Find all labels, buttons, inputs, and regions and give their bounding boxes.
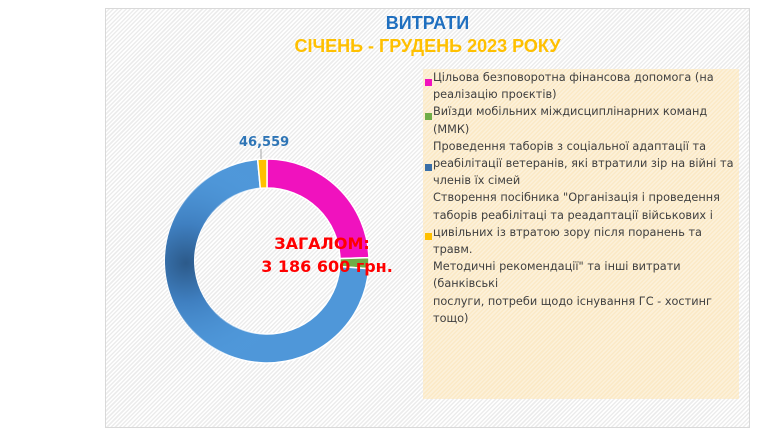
donut-slice-3: [256, 158, 268, 190]
legend-label: Виїзди мобільних міждисциплінарних коман…: [433, 105, 708, 119]
legend-item-2: Проведення таборів з соціальної адаптаці…: [423, 138, 739, 190]
legend-item-3: Створення посібника "Організація і прове…: [423, 189, 739, 327]
chart-title: ВИТРАТИ: [385, 13, 470, 33]
legend-label: послуги, потреби щодо існування ГС - хос…: [433, 294, 712, 325]
legend-label: Проведення таборів з соціальної адаптаці…: [433, 139, 707, 153]
legend-marker-icon: [425, 113, 432, 120]
legend-item-0: Цільова безповоротна фінансова допомога …: [423, 69, 739, 103]
legend-label: таборів реабілітаці та реадаптації війсь…: [433, 208, 713, 222]
legend-label: реабілітації ветеранів, які втратили зір…: [433, 157, 734, 171]
chart-area: ВИТРАТИ СІЧЕНЬ - ГРУДЕНЬ 2023 РОКУ 46,55…: [105, 8, 750, 428]
legend-marker-icon: [425, 232, 432, 240]
legend-label: членів їх сімей: [433, 174, 521, 188]
legend-label: цивільних із втратою зору після поранень…: [433, 225, 702, 257]
donut-slices: [164, 158, 370, 364]
total-label: ЗАГАЛОМ:: [274, 234, 370, 253]
total-value: 3 186 600 грн.: [261, 257, 393, 276]
legend-label: реалізацію проєктів): [433, 88, 557, 102]
legend-label: Цільова безповоротна фінансова допомога …: [433, 71, 714, 84]
legend: Цільова безповоротна фінансова допомога …: [423, 69, 739, 399]
chart-subtitle: СІЧЕНЬ - ГРУДЕНЬ 2023 РОКУ: [294, 36, 561, 56]
donut-chart: [164, 149, 370, 364]
legend-label: Методичні рекомендації" та інші витрати …: [433, 260, 681, 291]
data-label-yellow: 46,559: [239, 135, 290, 150]
legend-marker-icon: [425, 164, 432, 171]
legend-item-1: Виїзди мобільних міждисциплінарних коман…: [423, 103, 739, 137]
legend-label: Створення посібника "Організація і прове…: [433, 191, 720, 205]
legend-label: (ММК): [433, 122, 470, 136]
legend-marker-icon: [425, 78, 432, 86]
